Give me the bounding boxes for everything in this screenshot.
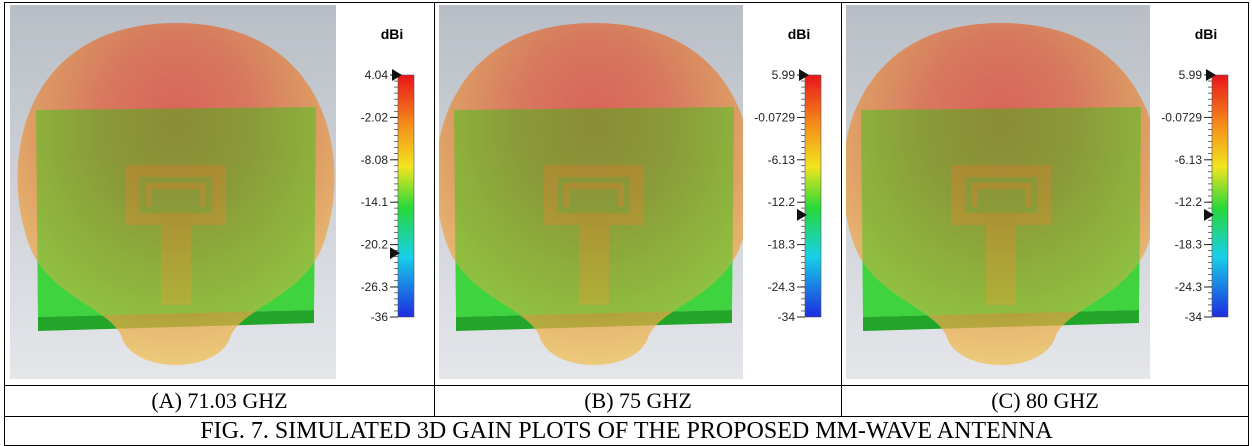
caption-row: (A) 71.03 GHZ (B) 75 GHZ (C) 80 GHZ [5, 386, 1249, 417]
scale-label: -34 [778, 310, 796, 324]
scale-label: -12.2 [768, 195, 796, 209]
scale-unit: dBi [788, 26, 811, 42]
figure-table: dBi 4.04 -2.02 -8.08 -14.1 -20.2 -26.3 -36 dBi 5… [4, 2, 1249, 446]
scale-label: -18.3 [1175, 237, 1203, 251]
scale-label: -2.02 [360, 110, 388, 124]
scale-label: -36 [370, 310, 388, 324]
panel-cell: dBi 5.99 -0.0729 -6.13 -12.2 -18.3 -24.3 -34 [842, 3, 1249, 386]
panel-caption: (A) 71.03 GHZ [5, 386, 435, 417]
gain-plot: dBi 5.99 -0.0729 -6.13 -12.2 -18.3 -24.3 -34 [439, 5, 837, 379]
scale-label: -8.08 [360, 152, 388, 166]
panel-cell: dBi 4.04 -2.02 -8.08 -14.1 -20.2 -26.3 -36 [5, 3, 435, 386]
figure-caption-row: FIG. 7. SIMULATED 3D GAIN PLOTS OF THE P… [5, 417, 1249, 446]
scale-label: -18.3 [768, 237, 796, 251]
panel-caption: (B) 75 GHZ [435, 386, 842, 417]
scale-label: 5.99 [772, 68, 796, 82]
scale-label: 4.04 [364, 68, 388, 82]
scale-unit: dBi [1195, 26, 1218, 42]
gain-plot: dBi 4.04 -2.02 -8.08 -14.1 -20.2 -26.3 -36 [10, 5, 430, 379]
color-bar [1212, 75, 1228, 317]
figure-caption: FIG. 7. SIMULATED 3D GAIN PLOTS OF THE P… [5, 417, 1249, 446]
gain-plot: dBi 5.99 -0.0729 -6.13 -12.2 -18.3 -24.3 -34 [846, 5, 1244, 379]
panel-caption: (C) 80 GHZ [842, 386, 1249, 417]
panel-cell: dBi 5.99 -0.0729 -6.13 -12.2 -18.3 -24.3 -34 [435, 3, 842, 386]
scale-label: -0.0729 [1161, 110, 1202, 124]
scale-label: 5.99 [1179, 68, 1203, 82]
scale-label: -12.2 [1175, 195, 1203, 209]
substrate-overlay [36, 107, 316, 317]
scale-label: -6.13 [1175, 152, 1203, 166]
image-row: dBi 4.04 -2.02 -8.08 -14.1 -20.2 -26.3 -36 dBi 5… [5, 3, 1249, 386]
scale-label: -6.13 [768, 152, 796, 166]
substrate-overlay [454, 107, 734, 317]
scale-label: -34 [1185, 310, 1203, 324]
scale-label: -24.3 [768, 280, 796, 294]
scale-label: -20.2 [360, 237, 388, 251]
scale-label: -14.1 [360, 195, 388, 209]
scale-label: -24.3 [1175, 280, 1203, 294]
scale-unit: dBi [380, 26, 403, 42]
color-bar [398, 75, 414, 317]
color-bar [805, 75, 821, 317]
substrate-overlay [861, 107, 1141, 317]
scale-label: -0.0729 [754, 110, 795, 124]
scale-label: -26.3 [360, 280, 388, 294]
